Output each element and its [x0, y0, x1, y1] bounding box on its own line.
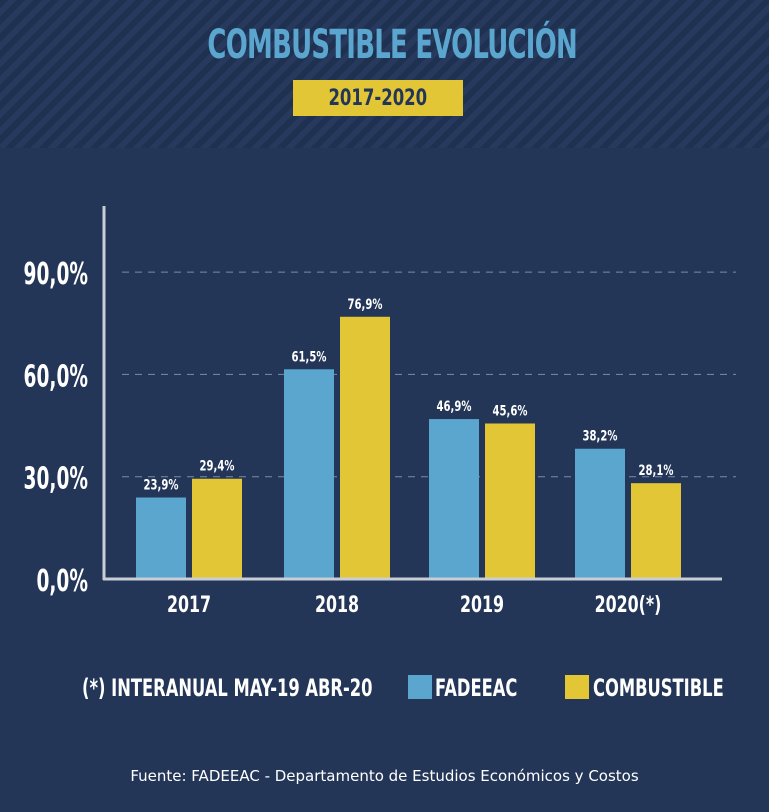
value-label: 61,5% [292, 349, 327, 365]
legend-swatch-combustible [565, 675, 589, 699]
grid-lines [122, 271, 736, 478]
x-tick-label: 2020(*) [595, 591, 662, 617]
bar-fadeeac-2018 [284, 369, 334, 579]
legend: (*) INTERANUAL MAY-19 ABR-20 FADEEAC COM… [0, 672, 769, 702]
value-label: 38,2% [583, 428, 618, 444]
chart-subtitle: 2017-2020 [328, 85, 428, 111]
header-band [0, 0, 769, 148]
value-label: 23,9% [144, 477, 179, 493]
bar-combustible-2017 [192, 478, 242, 579]
value-label: 46,9% [437, 398, 472, 414]
bar-combustible-2018 [340, 316, 390, 579]
value-label: 28,1% [639, 463, 674, 479]
y-tick-label: 60,0% [24, 359, 88, 394]
value-label: 45,6% [493, 403, 528, 419]
value-label: 29,4% [200, 458, 235, 474]
bar-fadeeac-2019 [429, 419, 479, 579]
y-tick-label: 90,0% [24, 256, 88, 291]
legend-label-combustible: COMBUSTIBLE [593, 674, 724, 702]
x-axis-ticks: 2017 2018 2019 2020(*) [167, 591, 661, 617]
x-tick-label: 2017 [167, 591, 211, 617]
y-tick-label: 30,0% [24, 461, 88, 496]
y-tick-label: 0,0% [36, 563, 88, 598]
bars-group [136, 316, 681, 579]
value-labels: 23,9% 29,4% 61,5% 76,9% 46,9% 45,6% 38,2% 28,1% [144, 296, 674, 493]
bar-combustible-2019 [485, 423, 535, 579]
bar-chart: 0,0% 30,0% 60,0% 90,0% 23,9% 29,4% 61,5% 76,9%… [24, 206, 736, 618]
legend-label-fadeeac: FADEEAC [435, 674, 518, 702]
x-tick-label: 2019 [460, 591, 504, 617]
source-note: Fuente: FADEEAC - Departamento de Estudi… [130, 767, 639, 785]
value-label: 76,9% [348, 296, 383, 312]
chart-title: COMBUSTIBLE EVOLUCIÓN [207, 22, 577, 68]
y-axis-ticks: 0,0% 30,0% 60,0% 90,0% [24, 256, 88, 598]
x-tick-label: 2018 [315, 591, 359, 617]
bar-fadeeac-2020 [575, 448, 625, 579]
bar-fadeeac-2017 [136, 497, 186, 579]
bar-combustible-2020 [631, 483, 681, 579]
subtitle-badge: 2017-2020 [293, 80, 463, 116]
legend-swatch-fadeeac [408, 675, 432, 699]
legend-note: (*) INTERANUAL MAY-19 ABR-20 [82, 674, 373, 702]
